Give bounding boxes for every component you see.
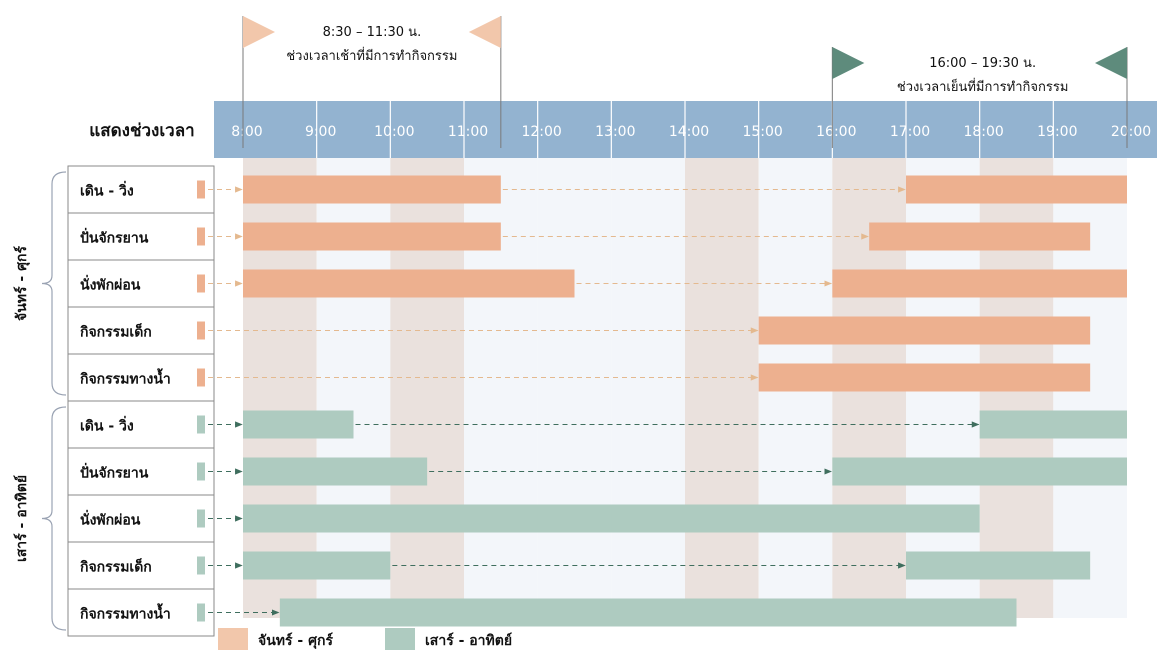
activity-bar	[979, 410, 1127, 439]
activity-label-box	[67, 541, 215, 590]
activity-label-box	[67, 306, 215, 355]
grid-column-6	[685, 158, 759, 618]
activity-label-box	[67, 212, 215, 261]
hour-tick-label: 8:00	[231, 124, 262, 140]
row-marker	[197, 180, 205, 199]
activity-bar	[243, 222, 501, 251]
activity-bar	[243, 175, 501, 204]
hour-tick-label: 19:00	[1037, 124, 1077, 140]
activity-label: นั่งพักผ่อน	[80, 510, 141, 529]
time-flags: 8:30 – 11:30 น. ช่วงเวลาเช้าที่มีการทำกิจ…	[242, 16, 1128, 148]
activity-bar	[758, 363, 1091, 392]
row-marker	[197, 603, 205, 622]
activity-label: กิจกรรมเด็ก	[79, 558, 151, 576]
activity-bars	[243, 175, 1127, 627]
hour-tick-label: 15:00	[742, 124, 782, 140]
activity-bar	[279, 598, 1017, 627]
hour-header: 8:00 9:00 10:00 11:00 12:00 13:00 14:00 15:00 16…	[214, 101, 1157, 158]
activity-label-box	[67, 447, 215, 496]
grid-column-5	[611, 158, 685, 618]
row-marker	[197, 321, 205, 340]
hour-tick-label: 16:00	[816, 124, 856, 140]
activity-label-box	[67, 400, 215, 449]
activity-label-box	[67, 494, 215, 543]
row-marker	[197, 556, 205, 575]
row-marker	[197, 415, 205, 434]
hour-tick-label: 10:00	[374, 124, 414, 140]
activity-label: กิจกรรมทางน้ำ	[79, 603, 170, 623]
group-brackets: จันทร์ - ศุกร์เสาร์ - อาทิตย์	[13, 171, 67, 631]
group-label: เสาร์ - อาทิตย์	[13, 475, 30, 562]
dashed-arrows	[208, 186, 980, 616]
activity-label-box	[67, 588, 215, 637]
group-label: จันทร์ - ศุกร์	[13, 246, 30, 321]
activity-label: กิจกรรมทางน้ำ	[79, 368, 170, 388]
flag-icon	[1095, 47, 1127, 79]
hour-tick-label: 20:00	[1111, 124, 1151, 140]
activity-bar	[832, 457, 1127, 486]
group-bracket	[41, 171, 67, 396]
activity-bar	[243, 504, 980, 533]
activity-labels: เดิน - วิ่งปั่นจักรยานนั่งพักผ่อนกิจกรรม…	[67, 165, 215, 637]
row-marker	[197, 227, 205, 246]
activity-bar	[243, 269, 575, 298]
annotation-time: 16:00 – 19:30 น.	[929, 56, 1036, 71]
hour-tick-label: 11:00	[448, 124, 488, 140]
activity-bar	[906, 175, 1127, 204]
hour-tick-label: 13:00	[595, 124, 635, 140]
activity-label: กิจกรรมเด็ก	[79, 323, 151, 341]
flag-icon	[468, 16, 501, 48]
activity-bar	[906, 551, 1091, 580]
activity-bar	[832, 269, 1127, 298]
hour-tick-label: 12:00	[521, 124, 561, 140]
legend-label: เสาร์ - อาทิตย์	[425, 632, 512, 649]
annotation-label: ช่วงเวลาเย็นที่มีการทำกิจกรรม	[897, 77, 1068, 95]
activity-label-box	[67, 165, 215, 214]
flag-icon	[832, 47, 865, 79]
row-marker	[197, 274, 205, 293]
activity-label: ปั่นจักรยาน	[80, 228, 149, 247]
activity-bar	[758, 316, 1091, 345]
activity-label: เดิน - วิ่ง	[80, 181, 134, 200]
legend: จันทร์ - ศุกร์ เสาร์ - อาทิตย์	[218, 628, 512, 650]
activity-label-box	[67, 259, 215, 308]
activity-label: เดิน - วิ่ง	[80, 416, 134, 435]
annotation-label: ช่วงเวลาเช้าที่มีการทำกิจกรรม	[286, 47, 457, 64]
header-label: แสดงช่วงเวลา	[89, 121, 194, 141]
flag-icon	[243, 16, 275, 48]
hour-tick-label: 14:00	[669, 124, 709, 140]
activity-bar	[243, 457, 428, 486]
activity-bar	[869, 222, 1091, 251]
activity-label: ปั่นจักรยาน	[80, 463, 149, 482]
row-marker	[197, 462, 205, 481]
row-marker	[197, 509, 205, 528]
hour-tick-label: 9:00	[305, 124, 336, 140]
activity-label: นั่งพักผ่อน	[80, 275, 141, 294]
activity-label-box	[67, 353, 215, 402]
legend-swatch	[385, 628, 415, 650]
grid-column-4	[537, 158, 612, 618]
legend-label: จันทร์ - ศุกร์	[258, 632, 333, 649]
group-bracket	[41, 406, 67, 631]
activity-bar	[243, 410, 354, 439]
activity-bar	[243, 551, 391, 580]
hour-tick-label: 17:00	[890, 124, 930, 140]
legend-swatch	[218, 628, 248, 650]
row-marker	[197, 368, 205, 387]
hour-tick-label: 18:00	[963, 124, 1003, 140]
annotation-time: 8:30 – 11:30 น.	[323, 25, 422, 40]
